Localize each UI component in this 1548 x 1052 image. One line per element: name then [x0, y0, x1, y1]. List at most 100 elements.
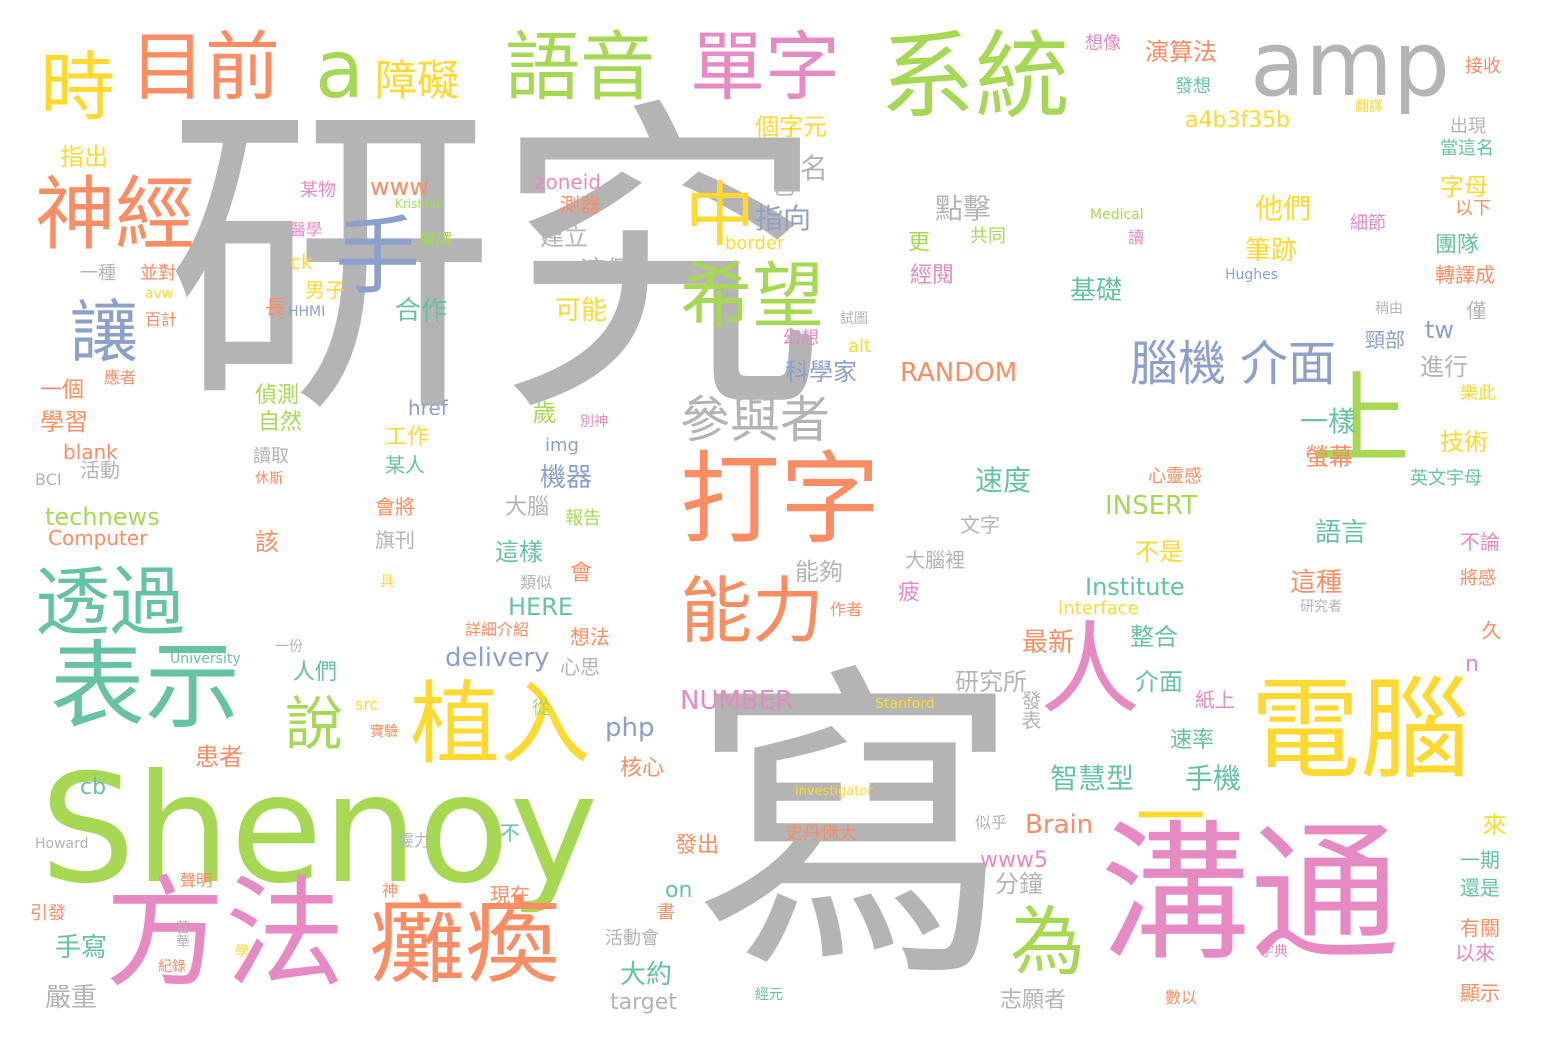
cloud-word-5831544a: 報告 [565, 508, 601, 529]
cloud-word-670995dc: 有關 [1460, 916, 1500, 940]
cloud-word-href: href [408, 396, 448, 420]
cloud-word-79d15b785bb6: 科學家 [785, 358, 857, 386]
cloud-word-4e0d8ad6: 不論 [1460, 530, 1500, 554]
cloud-word-67d04eba: 某人 [385, 453, 425, 477]
cloud-word-5177: 具 [380, 574, 394, 590]
cloud-word-65b96cd5: 方法 [105, 865, 345, 1004]
cloud-word-7d9395b1: 經閱 [910, 263, 955, 288]
cloud-word-4e00500b: 一個 [40, 378, 85, 403]
cloud-word-50756e2c: 偵測 [255, 383, 300, 408]
cloud-word-63a56536: 接收 [1465, 56, 1501, 77]
cloud-word-61c98005: 應者 [104, 368, 137, 387]
cloud-word-690d5165: 植入 [410, 672, 590, 777]
cloud-word-5de54f5c: 工作 [385, 425, 430, 450]
cloud-word-60f36cd5: 想法 [570, 625, 610, 649]
cloud-word-52069418: 分鐘 [995, 870, 1043, 898]
cloud-word-8a9e97f3: 語音 [505, 23, 656, 111]
cloud-word-4e45: 久 [1478, 620, 1502, 640]
cloud-word-667a6167578b: 智慧型 [1050, 762, 1135, 795]
cloud-word-4e0d662f: 不是 [1135, 538, 1183, 566]
cloud-word-65875b57: 文字 [960, 513, 1000, 537]
cloud-word-8b93: 讓 [70, 294, 139, 373]
cloud-word-67035c07: 會將 [375, 495, 415, 519]
cloud-word-krishna: Krishna [395, 197, 440, 211]
cloud-word-70ba: 為 [1010, 898, 1086, 986]
cloud-word-6d3b52d56703: 活動會 [605, 928, 659, 949]
cloud-word-500b5b575143: 個字元 [755, 113, 827, 141]
cloud-word-66f4: 更 [904, 230, 929, 252]
cloud-word-54084f5c: 合作 [395, 296, 448, 326]
cloud-word-4f3c4e4e: 似乎 [975, 813, 1008, 832]
cloud-word-4f5c8005: 作者 [830, 600, 863, 619]
cloud-word-89e38b6f: 解譯 [420, 230, 453, 249]
cloud-word-65784ee5: 數以 [1165, 988, 1198, 1007]
cloud-word-stanford: Stanford [875, 696, 935, 712]
cloud-word-624b6a5f: 手機 [1185, 762, 1242, 795]
cloud-word-9084662f: 還是 [1460, 876, 1500, 900]
cloud-word-81ea7136: 自然 [258, 410, 303, 435]
cloud-word-56b491cd: 嚴重 [45, 983, 98, 1013]
cloud-word-767e8a08: 百計 [145, 310, 178, 329]
cloud-word-5fd798588005: 志願者 [1000, 988, 1067, 1013]
cloud-word-cb: cb [80, 775, 107, 800]
cloud-word-75769019540d: 當這名 [1440, 138, 1494, 159]
cloud-word-5f9e: 從 [529, 698, 550, 716]
cloud-word-8a9e8a00: 語言 [1315, 518, 1368, 548]
cloud-word-53ef80fd: 可能 [555, 296, 608, 326]
cloud-word-985e4f3c: 類似 [520, 573, 553, 592]
cloud-word-5f15767c: 引發 [30, 903, 66, 924]
cloud-word-ck: ck [290, 250, 313, 274]
cloud-word-900f904e: 透過 [35, 558, 186, 646]
cloud-word-983890e8: 頸部 [1365, 328, 1405, 352]
cloud-word-78147a76: 研究 [165, 73, 825, 457]
cloud-word-76ee524d: 目前 [130, 23, 281, 111]
cloud-word-5df2: 已 [769, 175, 794, 197]
cloud-word-78147a768005: 研究者 [1300, 599, 1342, 615]
cloud-word-73fe5728: 現在 [490, 883, 530, 907]
cloud-word-5927816688e1: 大腦裡 [905, 548, 965, 572]
cloud-word-4e0a: 上 [1310, 361, 1410, 478]
cloud-word-624b: 手 [335, 208, 421, 307]
cloud-word-9019500b: 這個 [580, 256, 633, 286]
cloud-word-80fd529b: 能力 [680, 569, 825, 653]
cloud-word-87a25e55: 螢幕 [1305, 443, 1353, 471]
cloud-word-82f165875b876bcd: 英文宇母 [1410, 468, 1482, 489]
cloud-word-4ecb9762: 介面 [1135, 668, 1183, 696]
cloud-word-shenoy: Shenoy [40, 743, 599, 917]
cloud-word-65d7520a: 旗刊 [375, 528, 415, 552]
cloud-word-91ab5b78: 醫學 [290, 220, 323, 239]
cloud-word-96fb8166: 電腦 [1250, 666, 1470, 794]
cloud-word-brain: Brain [1025, 810, 1094, 840]
cloud-word-5b575178: 字典 [1260, 944, 1288, 960]
cloud-word-target: target [610, 990, 677, 1015]
cloud-word-on: on [665, 878, 693, 903]
cloud-word-4e00: 一 [1124, 780, 1206, 850]
cloud-word-90196a23: 這樣 [495, 538, 543, 566]
cloud-word-9ede64ca: 點擊 [935, 192, 992, 225]
cloud-word-bci: BCI [35, 470, 62, 489]
cloud-word-tw: tw [1425, 316, 1455, 344]
cloud-word-60f350cf: 想像 [1085, 33, 1121, 54]
cloud-word-src: src [355, 695, 379, 714]
cloud-word-6642: 時 [40, 43, 116, 131]
cloud-word-59278166: 大腦 [505, 495, 550, 520]
cloud-word-67d07269: 某物 [300, 180, 336, 201]
cloud-word-howard: Howard [35, 836, 89, 852]
cloud-word-zoneid: zoneid [535, 170, 601, 194]
cloud-word-59277d04: 大約 [620, 960, 673, 990]
cloud-word-5225795e: 別神 [580, 414, 608, 430]
cloud-word-8072660e: 聲明 [180, 871, 213, 890]
cloud-word-avw: avw [145, 286, 174, 302]
cloud-word-6b72: 歲 [528, 400, 556, 424]
cloud-word-62535b57: 打字 [680, 441, 880, 558]
cloud-word-55ae5b57: 單字 [690, 23, 841, 111]
cloud-word-65745408: 整合 [1130, 623, 1178, 651]
cloud-word-a: a [315, 23, 365, 116]
cloud-word-border: border [725, 233, 785, 254]
cloud-word-5beb: 寫 [690, 638, 1020, 1022]
cloud-word-5fc3601d: 心思 [560, 655, 600, 679]
cloud-word-901f5ea6: 速度 [975, 464, 1032, 497]
cloud-word-n: n [1465, 652, 1479, 677]
cloud-word-blank: blank [63, 440, 118, 464]
cloud-word-6703: 會 [570, 561, 593, 586]
